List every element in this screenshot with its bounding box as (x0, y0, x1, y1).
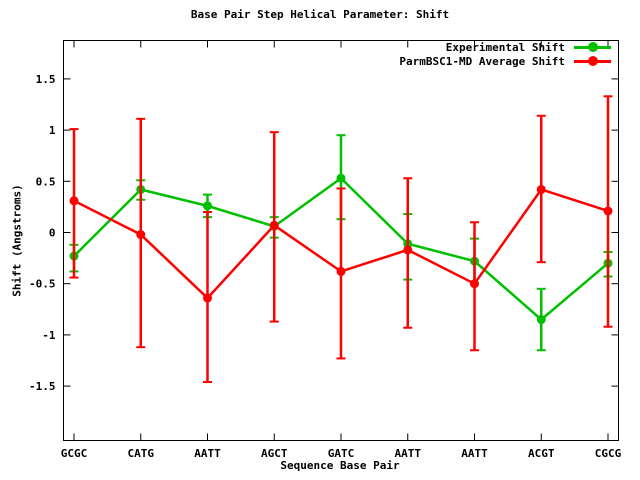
x-tick-label: GCGC (61, 447, 88, 460)
data-point (203, 201, 212, 211)
x-axis-ticks: GCGC CATG AATT AGCT GATC AATT AATT ACGT CGCG (61, 40, 622, 460)
data-point (603, 206, 613, 216)
data-point (536, 315, 546, 325)
legend: Experimental Shift ParmBSC1-MD Average S… (399, 40, 611, 68)
y-tick-label: 0.5 (36, 175, 56, 188)
y-axis-ticks: -1.5 -1 -0.5 0 0.5 1 1.5 (29, 73, 619, 393)
x-tick-label: CGCG (595, 447, 622, 460)
x-tick-label: CATG (128, 447, 155, 460)
y-axis-label: Shift (Angstroms) (10, 184, 24, 297)
legend-item-parmbsc1: ParmBSC1-MD Average Shift (399, 54, 611, 68)
x-tick-label: AATT (395, 447, 422, 460)
y-tick-label: 1.5 (36, 73, 56, 86)
legend-dot-icon (588, 56, 598, 66)
legend-sample-experimental (574, 42, 611, 52)
data-point (536, 184, 546, 194)
chart-title: Base Pair Step Helical Parameter: Shift (190, 8, 450, 21)
x-tick-label: GATC (328, 447, 355, 460)
series-parmbsc1 (69, 95, 613, 384)
x-axis-label: Sequence Base Pair (280, 459, 400, 472)
x-tick-label: AATT (194, 447, 221, 460)
y-tick-label: 0 (49, 227, 56, 240)
x-tick-label: AGCT (261, 447, 288, 460)
data-point (403, 245, 413, 255)
data-point (203, 293, 212, 303)
legend-sample-parmbsc1 (574, 56, 611, 66)
data-point (136, 230, 146, 240)
x-tick-label: AATT (461, 447, 488, 460)
y-tick-label: -1 (42, 329, 56, 342)
y-tick-label: -1.5 (29, 380, 56, 393)
legend-label-experimental: Experimental Shift (445, 40, 565, 54)
data-point (336, 266, 346, 276)
data-point (470, 279, 479, 289)
x-tick-label: ACGT (528, 447, 555, 460)
data-point (269, 220, 279, 230)
legend-dot-icon (588, 42, 598, 52)
data-point (336, 173, 346, 183)
y-tick-label: -0.5 (29, 278, 56, 291)
y-tick-label: 1 (49, 124, 56, 137)
data-point (69, 196, 79, 206)
legend-label-parmbsc1: ParmBSC1-MD Average Shift (399, 54, 565, 68)
legend-item-experimental: Experimental Shift (399, 40, 611, 54)
